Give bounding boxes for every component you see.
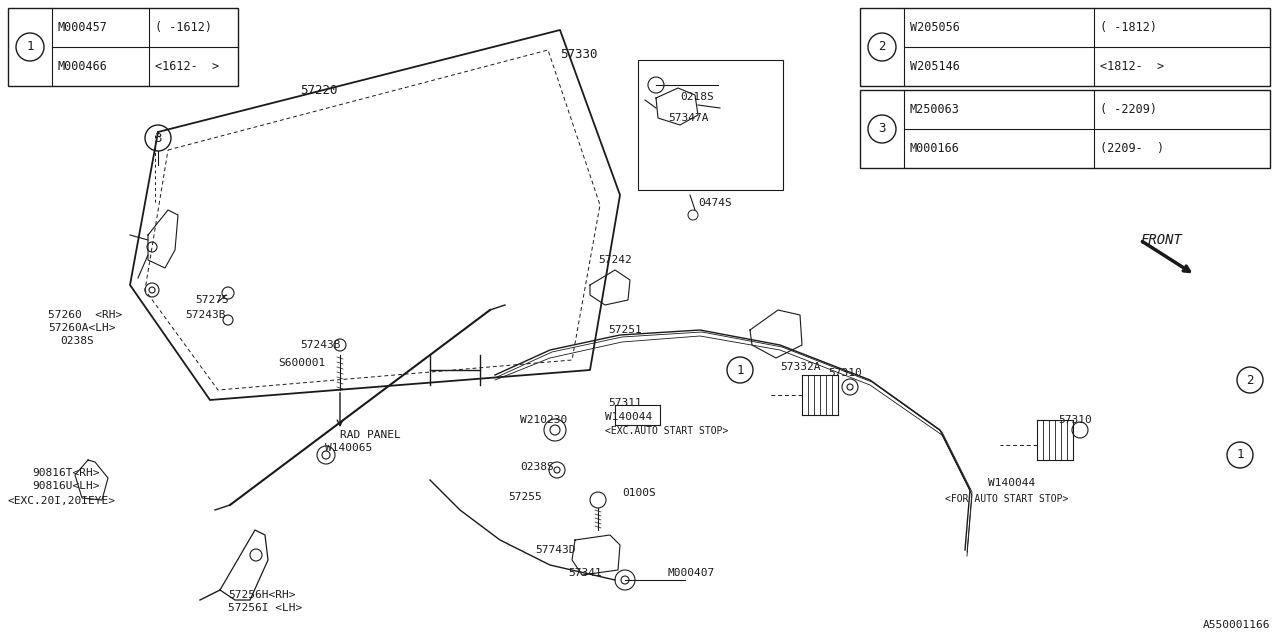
- Bar: [8, 8, 238, 86]
- Text: W205056: W205056: [910, 21, 960, 34]
- Text: 3: 3: [155, 131, 161, 145]
- Text: ( -1812): ( -1812): [1101, 21, 1157, 34]
- Text: <1812-  >: <1812- >: [1101, 60, 1165, 73]
- Text: 57220: 57220: [300, 84, 338, 97]
- Text: 57310: 57310: [828, 368, 861, 378]
- Text: 57310: 57310: [1059, 415, 1092, 425]
- Text: 57260A<LH>: 57260A<LH>: [49, 323, 115, 333]
- Text: 1: 1: [1236, 449, 1244, 461]
- Text: W140065: W140065: [325, 443, 372, 453]
- Bar: [860, 90, 1270, 168]
- Text: 0238S: 0238S: [520, 462, 554, 472]
- Text: 57251: 57251: [608, 325, 641, 335]
- Bar: [860, 8, 1270, 86]
- Text: 57332A: 57332A: [780, 362, 820, 372]
- Text: 57243B: 57243B: [300, 340, 340, 350]
- Text: M000166: M000166: [910, 142, 960, 155]
- Text: 57243B: 57243B: [186, 310, 225, 320]
- Text: 57311: 57311: [608, 398, 641, 408]
- Text: 57341: 57341: [568, 568, 602, 578]
- Text: FRONT: FRONT: [1140, 233, 1181, 247]
- Text: 57260  <RH>: 57260 <RH>: [49, 310, 123, 320]
- Text: 57256I <LH>: 57256I <LH>: [228, 603, 302, 613]
- Text: A550001166: A550001166: [1202, 620, 1270, 630]
- Text: (2209-  ): (2209- ): [1101, 142, 1165, 155]
- Text: RAD PANEL: RAD PANEL: [340, 430, 401, 440]
- Text: 3: 3: [878, 122, 886, 136]
- Text: 2: 2: [1247, 374, 1253, 387]
- Text: <FOR AUTO START STOP>: <FOR AUTO START STOP>: [945, 494, 1069, 504]
- Text: 57242: 57242: [598, 255, 632, 265]
- Text: 0218S: 0218S: [680, 92, 714, 102]
- Bar: [637, 60, 783, 190]
- Text: 57255: 57255: [508, 492, 541, 502]
- Text: W210230: W210230: [520, 415, 567, 425]
- Text: W205146: W205146: [910, 60, 960, 73]
- Text: 0474S: 0474S: [698, 198, 732, 208]
- Text: 90816T<RH>: 90816T<RH>: [32, 468, 100, 478]
- Text: 90816U<LH>: 90816U<LH>: [32, 481, 100, 491]
- Text: 1: 1: [27, 40, 33, 54]
- Text: <1612-  >: <1612- >: [155, 60, 219, 73]
- Text: 0100S: 0100S: [622, 488, 655, 498]
- Text: W140044: W140044: [605, 412, 653, 422]
- Text: <EXC.AUTO START STOP>: <EXC.AUTO START STOP>: [605, 426, 728, 436]
- Text: M000457: M000457: [58, 21, 108, 34]
- Text: 1: 1: [736, 364, 744, 376]
- Text: M250063: M250063: [910, 103, 960, 116]
- Text: 57275: 57275: [195, 295, 229, 305]
- Text: <EXC.20I,20IEYE>: <EXC.20I,20IEYE>: [8, 496, 116, 506]
- Text: W140044: W140044: [988, 478, 1036, 488]
- Text: 57256H<RH>: 57256H<RH>: [228, 590, 296, 600]
- Text: ( -1612): ( -1612): [155, 21, 211, 34]
- Text: ( -2209): ( -2209): [1101, 103, 1157, 116]
- Text: 57743D: 57743D: [535, 545, 576, 555]
- Text: 2: 2: [878, 40, 886, 54]
- Text: 57330: 57330: [561, 48, 598, 61]
- Text: S600001: S600001: [278, 358, 325, 368]
- Text: 57347A: 57347A: [668, 113, 709, 123]
- Text: M000407: M000407: [668, 568, 716, 578]
- Text: M000466: M000466: [58, 60, 108, 73]
- Text: 0238S: 0238S: [60, 336, 93, 346]
